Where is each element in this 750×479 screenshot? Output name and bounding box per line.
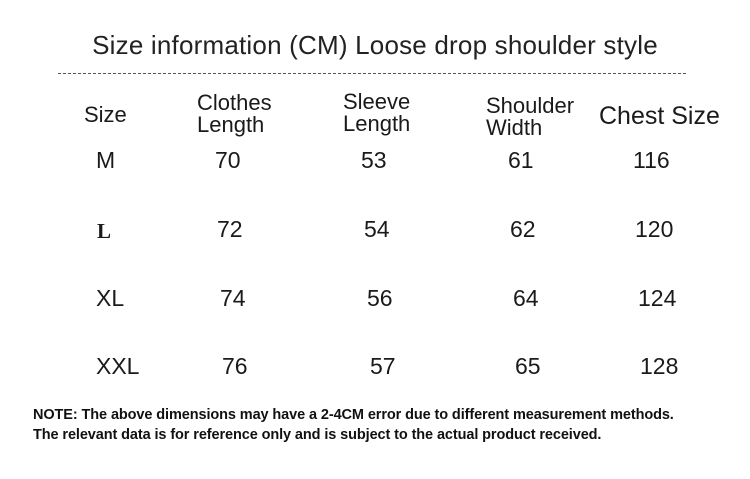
header-shoulder-width: Shoulder Width xyxy=(486,93,575,140)
note-line: NOTE: The above dimensions may have a 2-… xyxy=(33,407,674,423)
table-cell-clothes-length: 70 xyxy=(215,147,241,173)
header-size: Size xyxy=(84,102,127,127)
disclaimer-note: NOTE: The above dimensions may have a 2-… xyxy=(33,405,748,445)
table-cell-clothes-length: 76 xyxy=(222,353,248,379)
table-cell-size: M xyxy=(96,147,116,173)
header-sleeve-length: Sleeve Length xyxy=(343,89,411,136)
table-cell-chest-size: 124 xyxy=(638,285,677,311)
header-clothes-length: Clothes Length xyxy=(197,90,272,137)
note-line: The relevant data is for reference only … xyxy=(33,427,602,443)
table-cell-sleeve-length: 54 xyxy=(364,216,390,242)
table-cell-sleeve-length: 57 xyxy=(370,353,396,379)
table-cell-shoulder-width: 64 xyxy=(513,285,539,311)
table-cell-clothes-length: 72 xyxy=(217,216,243,242)
table-cell-chest-size: 128 xyxy=(640,353,679,379)
table-cell-size: L xyxy=(97,219,112,243)
table-cell-shoulder-width: 65 xyxy=(515,353,541,379)
table-cell-clothes-length: 74 xyxy=(220,285,246,311)
table-cell-size: XXL xyxy=(96,353,140,379)
table-cell-chest-size: 116 xyxy=(633,147,670,173)
table-cell-sleeve-length: 53 xyxy=(361,147,387,173)
header-chest-size: Chest Size xyxy=(599,102,720,130)
dashed-divider xyxy=(58,73,686,74)
table-cell-size: XL xyxy=(96,285,125,311)
table-cell-chest-size: 120 xyxy=(635,216,674,242)
table-cell-shoulder-width: 61 xyxy=(508,147,534,173)
table-cell-shoulder-width: 62 xyxy=(510,216,536,242)
page-title: Size information (CM) Loose drop shoulde… xyxy=(92,30,658,60)
table-cell-sleeve-length: 56 xyxy=(367,285,393,311)
